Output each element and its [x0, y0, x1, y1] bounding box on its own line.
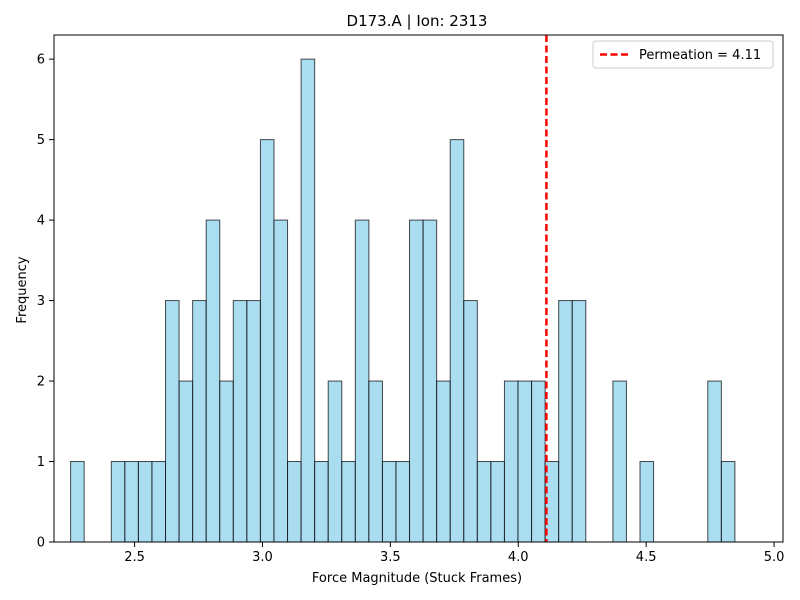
x-tick-label: 5.0 — [764, 550, 785, 565]
bars-layer — [70, 58, 736, 543]
y-tick-label: 2 — [37, 375, 45, 390]
histogram-bar — [287, 461, 302, 543]
histogram-bar — [300, 58, 316, 543]
histogram-bar — [381, 461, 397, 543]
histogram-bar — [571, 300, 587, 543]
histogram-bar — [205, 219, 221, 543]
histogram-bar — [463, 300, 478, 543]
histogram-bar — [273, 219, 289, 543]
x-tick-label: 4.0 — [508, 550, 529, 565]
y-tick-label: 1 — [37, 455, 45, 470]
histogram-bar — [476, 461, 492, 543]
histogram-bar — [178, 380, 194, 543]
legend-label: Permeation = 4.11 — [639, 48, 761, 63]
legend: Permeation = 4.11 — [592, 40, 774, 69]
histogram-bar — [110, 461, 126, 543]
x-axis: 2.5 3.0 3.5 4.0 4.5 5.0 — [124, 542, 784, 565]
histogram-bar — [558, 300, 573, 543]
histogram-bar — [368, 380, 383, 543]
y-tick-label: 6 — [37, 53, 45, 68]
histogram-bar — [720, 461, 736, 543]
histogram-bar — [246, 300, 261, 543]
histogram-bar — [219, 380, 234, 543]
x-tick-label: 3.5 — [380, 550, 401, 565]
x-tick-label: 4.5 — [636, 550, 657, 565]
histogram-bar — [327, 380, 343, 543]
histogram-bar — [639, 461, 655, 543]
y-tick-label: 4 — [37, 214, 45, 229]
histogram-bar — [517, 380, 533, 543]
histogram-bar — [70, 461, 85, 543]
histogram-bar — [354, 219, 370, 543]
histogram-bar — [124, 461, 139, 543]
histogram-bar — [531, 380, 546, 543]
histogram-bar — [395, 461, 411, 543]
x-tick-label: 3.0 — [252, 550, 273, 565]
histogram-bar — [503, 380, 519, 543]
y-axis: 0 1 2 3 4 5 6 — [37, 53, 54, 551]
plot-frame — [53, 34, 784, 543]
histogram-bar — [341, 461, 356, 543]
histogram-bar — [314, 461, 329, 543]
histogram-bar — [259, 139, 275, 543]
histogram-bar — [436, 380, 451, 543]
chart-title: D173.A | Ion: 2313 — [347, 12, 488, 30]
x-axis-label: Force Magnitude (Stuck Frames) — [312, 571, 522, 586]
y-tick-label: 5 — [37, 133, 45, 148]
histogram-bar — [232, 300, 248, 543]
y-axis-label: Frequency — [15, 256, 30, 323]
histogram-bar — [612, 380, 627, 543]
legend-box — [592, 40, 774, 69]
histogram-bar — [707, 380, 722, 543]
histogram-bar — [490, 461, 505, 543]
histogram-bar — [449, 139, 465, 543]
histogram-bar — [409, 219, 424, 543]
y-tick-label: 0 — [37, 536, 45, 551]
histogram-bar — [165, 300, 180, 543]
histogram-bar — [137, 461, 153, 543]
x-tick-label: 2.5 — [124, 550, 145, 565]
histogram-bar — [192, 300, 207, 543]
histogram-bar — [151, 461, 167, 543]
histogram-bar — [422, 219, 438, 543]
y-tick-label: 3 — [37, 294, 45, 309]
